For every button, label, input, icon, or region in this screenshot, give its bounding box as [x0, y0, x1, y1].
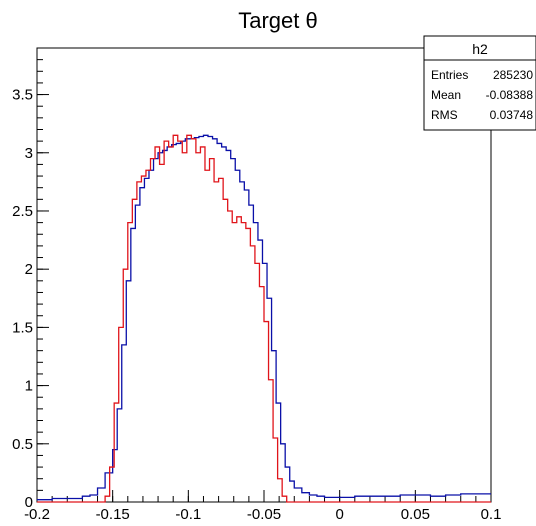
stats-mean-value: -0.08388 [486, 88, 534, 102]
x-tick-label: -0.1 [175, 506, 201, 523]
y-tick-label: 3 [25, 145, 33, 162]
stats-mean-label: Mean [431, 88, 461, 102]
x-tick-label: 0.1 [481, 506, 502, 523]
stats-box: h2 Entries 285230 Mean -0.08388 RMS 0.03… [424, 36, 536, 130]
y-tick-label: 1.5 [12, 319, 33, 336]
stats-entries-value: 285230 [493, 68, 533, 82]
y-tick-label: 2 [25, 261, 33, 278]
series-layer [37, 135, 491, 502]
chart-title: Target θ [238, 8, 318, 33]
x-tick-label: 0 [335, 506, 343, 523]
y-tick-label: 0 [25, 494, 33, 511]
x-tick-label: -0.15 [96, 506, 130, 523]
stats-rms-value: 0.03748 [490, 108, 534, 122]
y-tick-label: 3.5 [12, 87, 33, 104]
y-tick-label: 0.5 [12, 436, 33, 453]
y-tick-label: 1 [25, 378, 33, 395]
stats-rms-label: RMS [431, 108, 458, 122]
y-tick-label: 2.5 [12, 203, 33, 220]
y-axis: 0 0.5 1 1.5 2 2.5 3 3.5 [12, 48, 49, 511]
series-line-1 [37, 135, 491, 502]
x-tick-label: 0.05 [401, 506, 430, 523]
plot-frame [37, 48, 491, 502]
stats-title: h2 [472, 41, 488, 57]
x-tick-label: -0.05 [247, 506, 281, 523]
stats-entries-label: Entries [431, 68, 468, 82]
